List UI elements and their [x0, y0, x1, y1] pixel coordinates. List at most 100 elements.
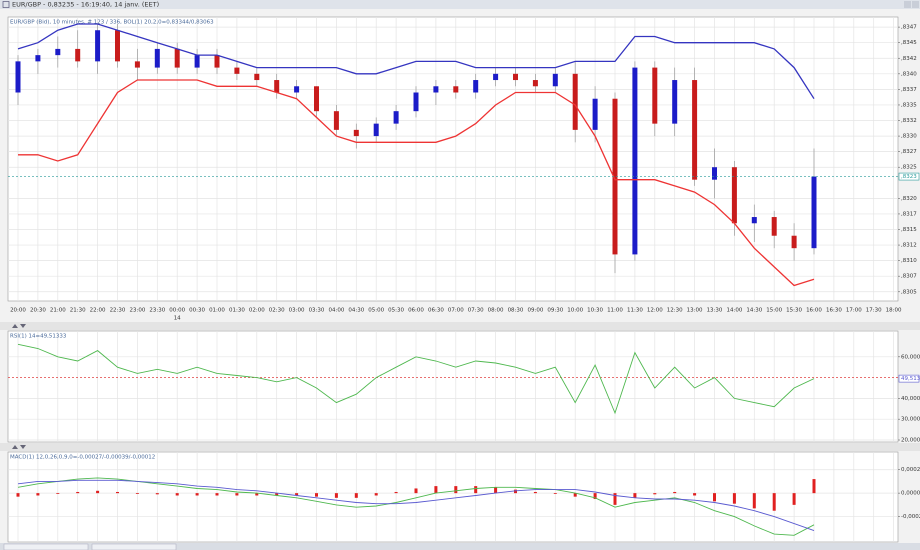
x-tick-label: 22:00 [90, 308, 106, 314]
y-tick-label: ,8330 [901, 134, 917, 140]
y-tick-label: 40,000 [901, 396, 920, 402]
candle-body [333, 111, 339, 130]
minimize-button[interactable] [904, 1, 911, 8]
histogram-bar [155, 493, 159, 495]
x-tick-label: 22:30 [110, 308, 126, 314]
candle-body [652, 67, 658, 124]
x-tick-label: 23:00 [129, 308, 145, 314]
panel-title: MACD(1) 12,0,26,0,9,0=-0,00027/-0,00039/… [10, 455, 155, 461]
y-tick-label: ,8325 [901, 165, 917, 171]
tab[interactable] [91, 543, 177, 550]
x-tick-label: 13:00 [687, 308, 703, 314]
y-tick-label: ,8335 [901, 102, 917, 108]
y-tick-label: ,8315 [901, 227, 917, 233]
x-tick-label: 10:00 [567, 308, 583, 314]
histogram-bar [16, 493, 20, 497]
x-tick-label: 16:00 [806, 308, 822, 314]
macd-panel [7, 451, 899, 543]
x-tick-label: 11:30 [627, 308, 643, 314]
title-bar [0, 0, 920, 9]
candle-body [254, 73, 260, 81]
candle-body [672, 80, 678, 124]
tab[interactable] [3, 543, 89, 550]
histogram-bar [514, 489, 517, 494]
histogram-bar [36, 493, 40, 496]
candle-body [552, 73, 558, 87]
x-tick-label: 03:00 [289, 308, 305, 314]
histogram-bar [573, 493, 577, 497]
x-tick-label: 20:30 [30, 308, 46, 314]
x-tick-label: 18:00 [886, 308, 902, 314]
x-tick-label: 00:30 [189, 308, 205, 314]
y-tick-label: ,8345 [901, 40, 917, 46]
candle-body [791, 235, 797, 249]
x-tick-label: 04:30 [348, 308, 364, 314]
histogram-bar [653, 493, 657, 495]
y-tick-label: -0,0002 [901, 514, 920, 520]
x-tick-label: 00:00 [169, 308, 185, 314]
x-tick-label: 09:00 [527, 308, 543, 314]
x-tick-label: 11:00 [607, 308, 623, 314]
candle-body [55, 48, 61, 56]
y-tick-label: ,8305 [901, 289, 917, 295]
x-tick-label: 17:30 [866, 308, 882, 314]
candle-body [115, 30, 120, 62]
histogram-bar [713, 493, 716, 502]
histogram-bar [255, 493, 259, 496]
histogram-bar [76, 491, 80, 494]
x-tick-label: 21:00 [50, 308, 66, 314]
candle-body [513, 73, 518, 81]
histogram-bar [295, 493, 299, 496]
x-tick-label: 05:00 [368, 308, 384, 314]
candle-body [95, 30, 101, 62]
histogram-bar [235, 493, 239, 496]
bollinger-band [17, 23, 815, 100]
x-tick-label: 15:30 [786, 308, 802, 314]
candle-body [15, 61, 21, 93]
x-tick-label: 08:00 [488, 308, 504, 314]
y-tick-label: ,8310 [901, 258, 917, 264]
separator-arrows[interactable] [12, 445, 26, 449]
candle-body [572, 73, 578, 130]
separator-arrows[interactable] [12, 324, 26, 328]
rsi-panel [7, 330, 899, 443]
candle-body [473, 80, 479, 93]
close-button[interactable] [912, 1, 919, 8]
y-tick-label: ,8332 [901, 118, 917, 124]
candle-body [433, 86, 439, 93]
x-tick-label: 01:00 [209, 308, 225, 314]
y-tick-label: ,8342 [901, 56, 917, 62]
candle-body [751, 217, 757, 224]
candle-body [194, 55, 200, 68]
candle-body [692, 80, 698, 180]
x-tick-label: 15:00 [766, 308, 782, 314]
x-tick-label: 07:30 [468, 308, 484, 314]
histogram-bar [96, 490, 100, 494]
panel-title: EUR/GBP (Bid), 10 minutes, # 123 / 336, … [10, 20, 214, 26]
bollinger-band [18, 79, 815, 287]
window-icon [2, 1, 10, 8]
x-tick-label: 12:00 [647, 308, 663, 314]
x-tick-label: 16:30 [826, 308, 842, 314]
y-tick-label: ,8347 [901, 25, 917, 31]
y-tick-label: ,8312 [901, 243, 917, 249]
x-tick-label: 06:00 [408, 308, 424, 314]
candle-body [413, 92, 419, 112]
histogram-bar [414, 488, 418, 494]
histogram-bar [175, 493, 179, 496]
x-tick-label: 02:30 [269, 308, 285, 314]
candle-body [453, 86, 459, 93]
candle-body [811, 176, 817, 249]
x-tick-label: 17:00 [846, 308, 862, 314]
candle-body [134, 61, 140, 68]
histogram-bar [673, 491, 677, 494]
x-tick-label: 01:30 [229, 308, 245, 314]
histogram-bar [593, 493, 597, 499]
x-tick-label: 20:00 [10, 308, 26, 314]
histogram-bar [434, 486, 438, 494]
x-tick-label: 21:30 [70, 308, 86, 314]
histogram-bar [56, 493, 60, 494]
candle-body [632, 67, 638, 255]
